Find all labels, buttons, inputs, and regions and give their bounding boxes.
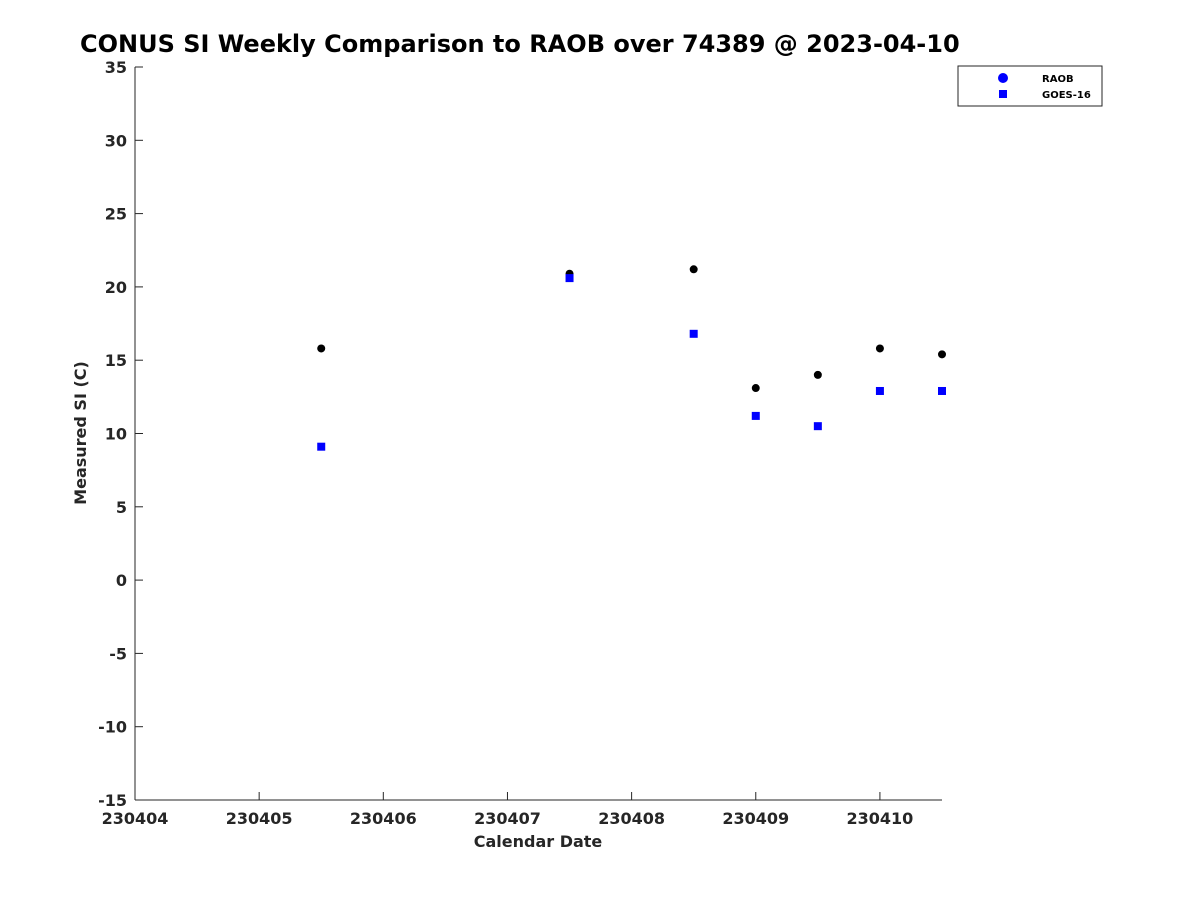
data-points [317, 265, 946, 451]
x-tick-label: 230409 [722, 809, 789, 828]
y-tick-label: -10 [98, 718, 127, 737]
legend-box [957, 65, 1103, 107]
x-tick-label: 230407 [474, 809, 541, 828]
goes16-point [565, 274, 574, 283]
raob-point [689, 265, 698, 274]
raob-point [875, 344, 884, 353]
y-tick-label: 10 [105, 425, 127, 444]
y-tick-label: 5 [116, 498, 127, 517]
plot-axes [134, 67, 942, 801]
legend-label: RAOB [1042, 74, 1074, 85]
y-tick-label: -15 [98, 791, 127, 810]
chart-title: CONUS SI Weekly Comparison to RAOB over … [80, 30, 960, 58]
x-tick-label: 230410 [847, 809, 914, 828]
y-tick-label: 20 [105, 278, 127, 297]
y-tick-label: 15 [105, 351, 127, 370]
y-tick-label: 25 [105, 205, 127, 224]
x-tick-label: 230405 [226, 809, 293, 828]
y-tick-label: -5 [109, 644, 127, 663]
y-tick-label: 0 [116, 571, 127, 590]
x-tick-label: 230404 [102, 809, 169, 828]
legend-marker-goes16 [999, 90, 1007, 98]
legend-label: GOES-16 [1042, 90, 1091, 101]
raob-point [751, 384, 760, 393]
goes16-point [938, 386, 946, 395]
x-tick-label: 230408 [598, 809, 665, 828]
legend-marker-raob [998, 73, 1008, 83]
raob-point [813, 370, 822, 379]
raob-point [317, 344, 326, 353]
y-tick-label: 35 [105, 58, 127, 77]
goes16-point [813, 422, 822, 431]
raob-point [938, 350, 946, 359]
x-axis-label: Calendar Date [474, 832, 603, 851]
y-ticks: 35 30 25 20 15 10 5 0 -5 -10 -15 [98, 58, 143, 810]
x-ticks: 230404 230405 230406 230407 230408 230409 2304… [102, 792, 914, 828]
y-axis-label: Measured SI (C) [71, 361, 90, 505]
goes16-point [317, 442, 326, 451]
y-tick-label: 30 [105, 131, 127, 150]
legend: RAOB GOES-16 [957, 65, 1103, 107]
x-tick-label: 230406 [350, 809, 417, 828]
goes16-point [875, 386, 884, 395]
goes16-point [689, 329, 698, 338]
goes16-point [751, 411, 760, 420]
